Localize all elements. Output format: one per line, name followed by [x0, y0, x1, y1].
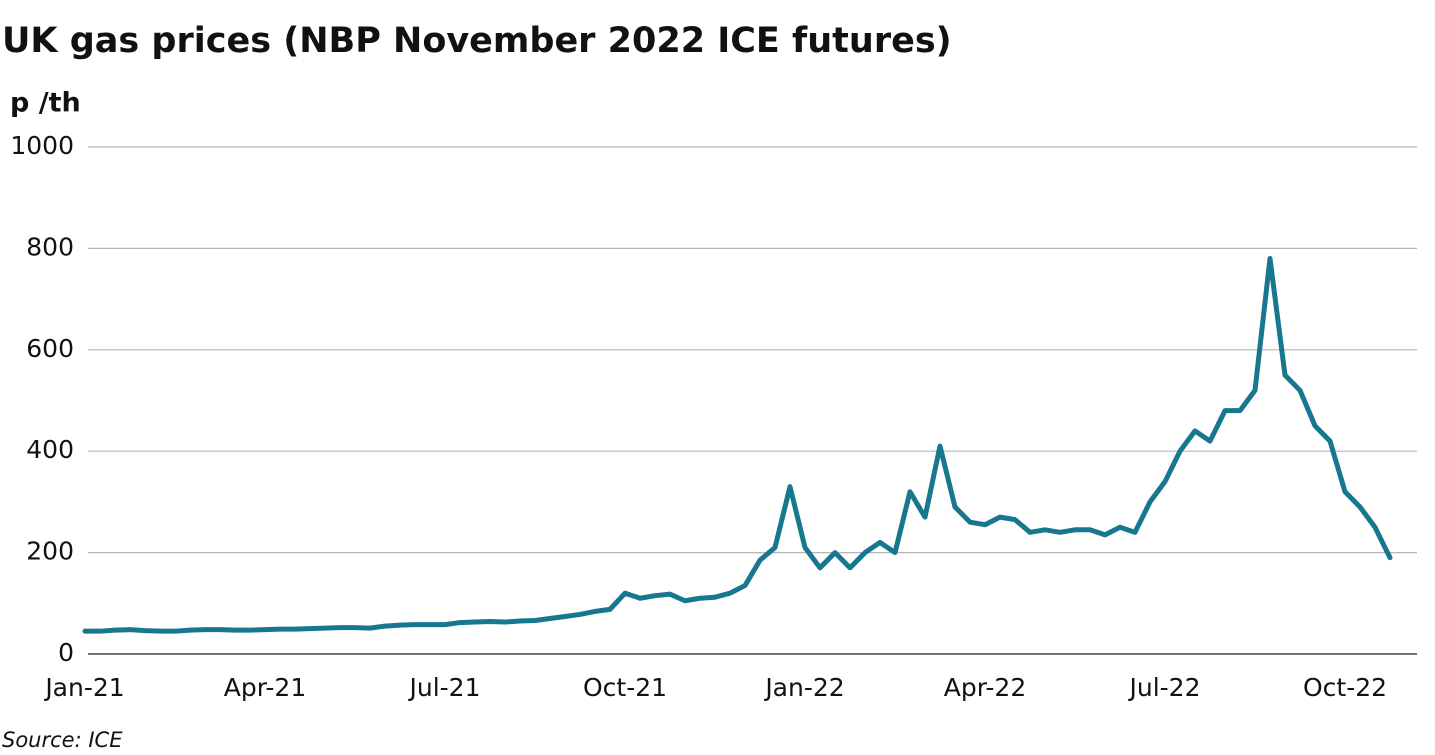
x-tick-label: Jan-22	[763, 673, 844, 702]
x-tick-label: Jul-21	[408, 673, 481, 702]
x-tick-label: Apr-22	[944, 673, 1026, 702]
x-tick-label: Oct-22	[1303, 673, 1387, 702]
x-tick-label: Apr-21	[224, 673, 306, 702]
y-tick-label: 200	[26, 537, 74, 566]
x-tick-label: Jan-21	[43, 673, 124, 702]
y-tick-label: 1000	[10, 131, 74, 160]
line	[82, 256, 1393, 634]
y-tick-label: 0	[58, 638, 74, 667]
y-tick-label: 400	[26, 435, 74, 464]
x-tick-label: Oct-21	[583, 673, 667, 702]
y-axis-label: p /th	[10, 88, 81, 119]
chart-title: UK gas prices (NBP November 2022 ICE fut…	[2, 21, 952, 61]
y-tick-label: 600	[26, 334, 74, 363]
x-tick-label: Jul-22	[1128, 673, 1201, 702]
y-tick-label: 800	[26, 232, 74, 261]
source: Source: ICE	[2, 728, 123, 752]
